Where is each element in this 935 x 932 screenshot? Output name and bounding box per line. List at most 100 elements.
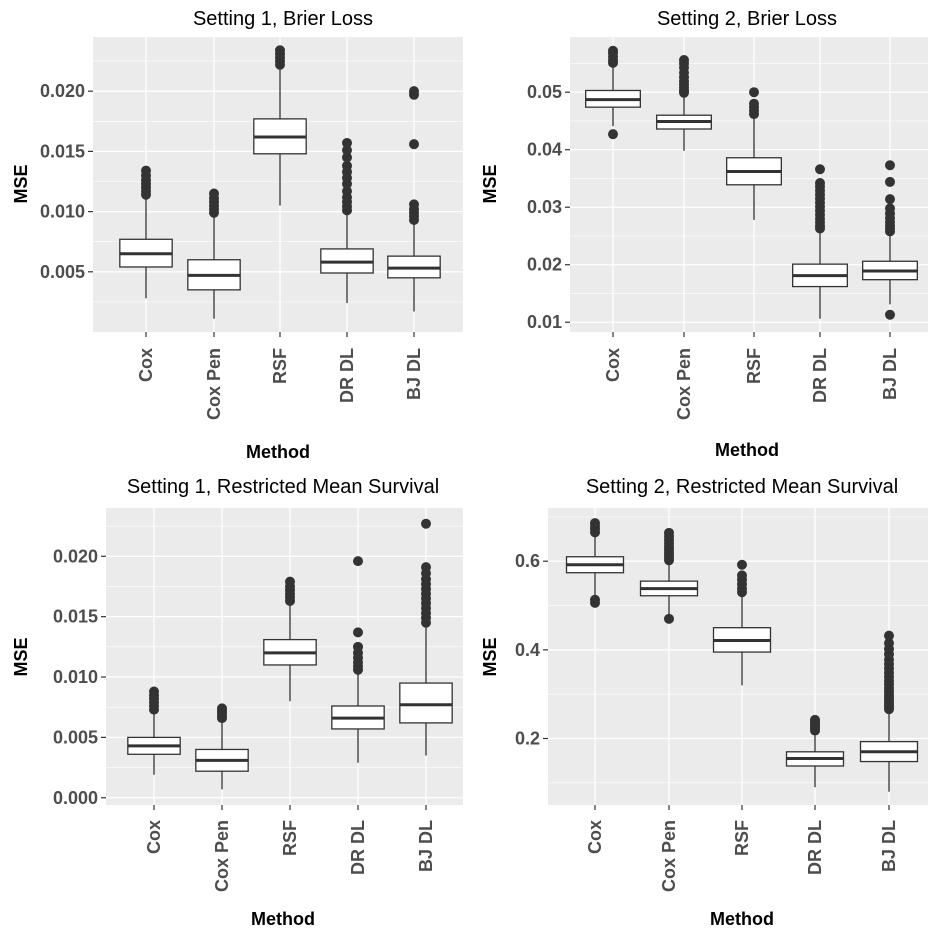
x-tick-label: DR DL	[337, 348, 357, 403]
iqr-box	[399, 682, 453, 724]
y-tick-label: 0.015	[40, 141, 85, 161]
y-tick-label: 0.05	[527, 82, 562, 102]
outlier-point	[590, 597, 600, 608]
x-tick-label: Cox Pen	[674, 348, 694, 420]
outlier-point	[749, 98, 759, 109]
panel-setting2-rms: Setting 2, Restricted Mean Survival 0.20…	[480, 476, 928, 929]
box-cox	[565, 518, 625, 608]
x-tick-label: RSF	[744, 348, 764, 384]
outlier-point	[409, 139, 419, 150]
box-cox-pen	[656, 55, 712, 151]
y-tick-label: 0.005	[40, 262, 85, 282]
panel-setting1-brier: Setting 1, Brier Loss 0.0050.0100.0150.0…	[11, 8, 463, 462]
box-cox-pen	[639, 527, 699, 624]
x-tick-label: BJ DL	[404, 348, 424, 400]
y-tick-label: 0.02	[527, 255, 562, 275]
outlier-point	[409, 86, 419, 97]
y-tick-label: 0.2	[515, 729, 540, 749]
y-tick-label: 0.010	[40, 202, 85, 222]
x-axis-label: Method	[710, 909, 774, 929]
outlier-point	[421, 562, 431, 573]
x-tick-label: Cox	[136, 348, 156, 382]
y-tick-label: 0.005	[53, 727, 98, 747]
outlier-point	[353, 627, 363, 638]
x-tick-label: BJ DL	[880, 348, 900, 400]
x-tick-label: RSF	[280, 820, 300, 856]
outlier-point	[608, 45, 618, 56]
x-tick-label: RSF	[732, 820, 752, 856]
outlier-point	[885, 309, 895, 320]
plot-marks: 0.000 0.005 0.010 0.015 0.020 Cox Cox Pen RSF DR…	[53, 508, 463, 892]
outlier-point	[884, 638, 894, 649]
outlier-point	[664, 613, 674, 624]
y-axis-label: MSE	[480, 637, 500, 676]
x-tick-label: Cox Pen	[204, 348, 224, 420]
plot-marks: 0.2 0.4 0.6 Cox Cox Pen RSF DR DL BJ DL	[515, 508, 928, 892]
outlier-point	[737, 570, 747, 581]
box-dr-dl	[785, 714, 845, 788]
outlier-point	[679, 55, 689, 66]
x-tick-label: Cox	[144, 820, 164, 854]
y-tick-label: 0.000	[53, 788, 98, 808]
panel-setting2-brier: Setting 2, Brier Loss 0.010.020.030.040.…	[480, 8, 928, 460]
box-dr-dl	[792, 164, 848, 319]
x-tick-label: DR DL	[805, 820, 825, 875]
y-tick-label: 0.4	[515, 640, 540, 660]
box-cox	[119, 165, 173, 299]
outlier-point	[590, 518, 600, 529]
box-cox	[127, 686, 181, 775]
box-rsf	[726, 87, 782, 220]
outlier-point	[737, 559, 747, 570]
box-cox	[585, 45, 641, 140]
outlier-point	[149, 686, 159, 697]
outlier-point	[885, 203, 895, 214]
outlier-point	[749, 87, 759, 98]
outlier-point	[217, 703, 227, 714]
plot-marks: 0.005 0.010 0.015 0.020 Cox Cox Pen RSF DR DL BJ…	[40, 37, 463, 420]
x-tick-label: Cox Pen	[212, 820, 232, 892]
outlier-point	[885, 176, 895, 187]
outlier-point	[285, 576, 295, 587]
y-tick-label: 0.04	[527, 140, 562, 160]
y-tick-label: 0.03	[527, 197, 562, 217]
y-axis-label: MSE	[11, 164, 31, 203]
plot-marks: 0.01 0.02 0.03 0.04 0.05 Cox Cox Pen RSF DR DL BJ…	[527, 37, 928, 420]
outlier-point	[275, 45, 285, 56]
outlier-point	[342, 152, 352, 163]
outlier-point	[608, 129, 618, 140]
y-tick-label: 0.020	[53, 546, 98, 566]
outlier-point	[815, 178, 825, 189]
x-axis-label: Method	[251, 909, 315, 929]
panel-title: Setting 1, Restricted Mean Survival	[127, 476, 439, 498]
outlier-point	[342, 186, 352, 197]
outlier-point	[353, 556, 363, 567]
box-rsf	[712, 559, 772, 686]
panel-setting1-rms: Setting 1, Restricted Mean Survival 0.00…	[11, 476, 463, 929]
outlier-point	[409, 199, 419, 210]
x-tick-label: BJ DL	[416, 820, 436, 872]
outlier-point	[884, 630, 894, 641]
x-axis-label: Method	[715, 440, 779, 460]
outlier-point	[885, 194, 895, 205]
box-cox-pen	[187, 188, 241, 319]
outlier-point	[885, 160, 895, 171]
y-tick-label: 0.020	[40, 81, 85, 101]
outlier-point	[342, 137, 352, 148]
box-cox-pen	[195, 703, 249, 790]
outlier-point	[342, 160, 352, 171]
panel-title: Setting 2, Brier Loss	[657, 8, 837, 30]
outlier-point	[815, 164, 825, 175]
box-rsf	[253, 45, 307, 206]
y-tick-label: 0.015	[53, 607, 98, 627]
outlier-point	[209, 188, 219, 199]
y-axis-label: MSE	[11, 637, 31, 676]
outlier-point	[342, 145, 352, 156]
outlier-point	[353, 641, 363, 652]
x-tick-label: Cox	[603, 348, 623, 382]
box-dr-dl	[320, 137, 374, 304]
outlier-point	[421, 518, 431, 529]
outlier-point	[664, 527, 674, 538]
box-bj-dl	[859, 630, 919, 792]
box-dr-dl	[331, 556, 385, 763]
outlier-point	[810, 714, 820, 725]
